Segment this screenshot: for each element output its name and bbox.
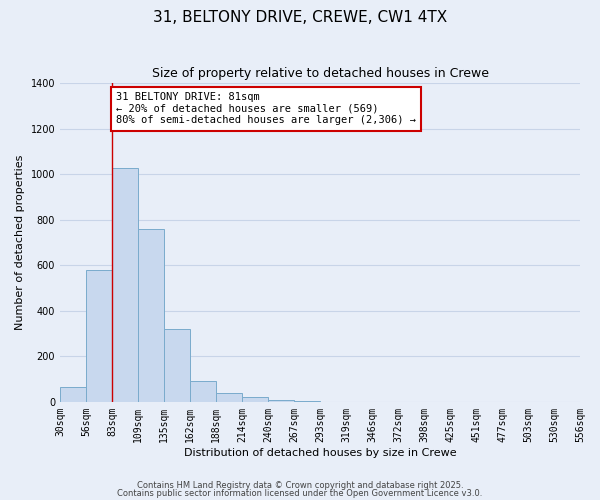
Text: Contains HM Land Registry data © Crown copyright and database right 2025.: Contains HM Land Registry data © Crown c… (137, 481, 463, 490)
Bar (268, 400, 294, 402)
Title: Size of property relative to detached houses in Crewe: Size of property relative to detached ho… (152, 68, 488, 80)
Bar (112, 168, 138, 402)
Bar (60, 387, 86, 402)
X-axis label: Distribution of detached houses by size in Crewe: Distribution of detached houses by size … (184, 448, 457, 458)
Y-axis label: Number of detached properties: Number of detached properties (15, 155, 25, 330)
Bar (294, 400, 320, 402)
Text: 31, BELTONY DRIVE, CREWE, CW1 4TX: 31, BELTONY DRIVE, CREWE, CW1 4TX (153, 10, 447, 25)
Bar (190, 382, 216, 402)
Text: Contains public sector information licensed under the Open Government Licence v3: Contains public sector information licen… (118, 488, 482, 498)
Bar (138, 229, 164, 402)
Bar (242, 398, 268, 402)
Bar (164, 329, 190, 402)
Bar (86, 270, 112, 402)
Text: 31 BELTONY DRIVE: 81sqm
← 20% of detached houses are smaller (569)
80% of semi-d: 31 BELTONY DRIVE: 81sqm ← 20% of detache… (116, 92, 416, 126)
Bar (216, 392, 242, 402)
